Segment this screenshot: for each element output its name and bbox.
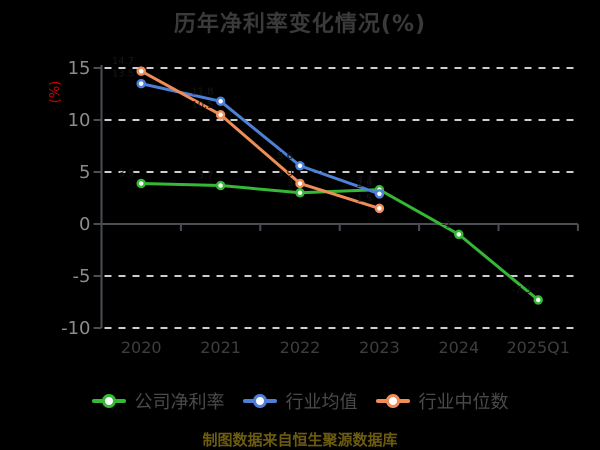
point-value-label: 11.8 [191,86,213,97]
data-point [374,203,385,214]
y-tick-label: 0 [79,214,90,235]
point-value-label: 3.7 [198,171,214,182]
legend-dot-icon [385,394,400,408]
y-tick-label: 10 [68,110,91,131]
series-line-0 [139,181,540,302]
y-tick-label: 15 [68,58,91,79]
legend-label: 行业均值 [285,392,358,413]
point-value-label: -1 [442,219,452,230]
legend-line-marker-icon [91,394,126,408]
x-tick-label: 2020 [121,338,162,357]
point-value-label: 10.5 [191,100,213,111]
legend-dot-icon [252,394,267,408]
data-point [136,66,146,76]
legend-line-marker-icon [375,394,410,408]
y-tick-label: 5 [79,162,90,183]
data-point [136,178,146,189]
legend-item-industry-mean[interactable]: 行业均值 [242,388,358,414]
data-point [215,110,226,120]
point-value-label: 1.5 [356,193,372,204]
plot-canvas: -10 -5 0 5 10 15 2020 2021 2022 2023 2024 2025Q1 3.9… [61,56,579,357]
data-point [295,161,305,171]
series-line-2 [139,69,381,210]
legend: 公司净利率 行业均值 行业中位数 [0,388,600,414]
point-value-label: 3.3 [356,175,372,186]
data-point [454,229,464,240]
data-point [215,180,226,191]
legend-label: 行业中位数 [418,392,509,413]
y-tick-label: -5 [73,266,91,287]
x-tick-label: 2022 [280,338,321,357]
data-point [295,188,305,198]
y-tick-label: -10 [61,318,90,339]
point-value-label: -7.3 [512,285,532,296]
point-value-label: 3.9 [118,168,134,179]
point-value-label: 13.5 [112,69,134,80]
point-value-label: 14.7 [112,56,134,67]
data-point [295,178,305,189]
x-tick-label: 2025Q1 [506,338,570,357]
data-point [215,96,226,107]
legend-line-marker-icon [242,394,277,408]
data-point [136,78,146,89]
data-source-note: 制图数据来自恒生聚源数据库 [202,431,398,449]
point-value-label: 3.9 [277,168,293,179]
series-line-1 [139,82,381,196]
chart-title: 历年净利率变化情况(%) [173,12,427,37]
x-tick-label: 2023 [359,338,400,357]
legend-label: 公司净利率 [134,392,225,413]
legend-dot-icon [101,394,116,408]
point-value-label: 5.6 [277,151,293,162]
data-point [533,295,543,305]
x-tick-label: 2021 [200,338,241,357]
point-value-label: 2.9 [356,179,372,190]
legend-item-company-net-margin[interactable]: 公司净利率 [91,388,225,414]
point-value-label: 3 [287,178,293,189]
data-point [374,189,385,199]
x-tick-label: 2024 [438,338,479,357]
legend-item-industry-median[interactable]: 行业中位数 [375,388,509,414]
